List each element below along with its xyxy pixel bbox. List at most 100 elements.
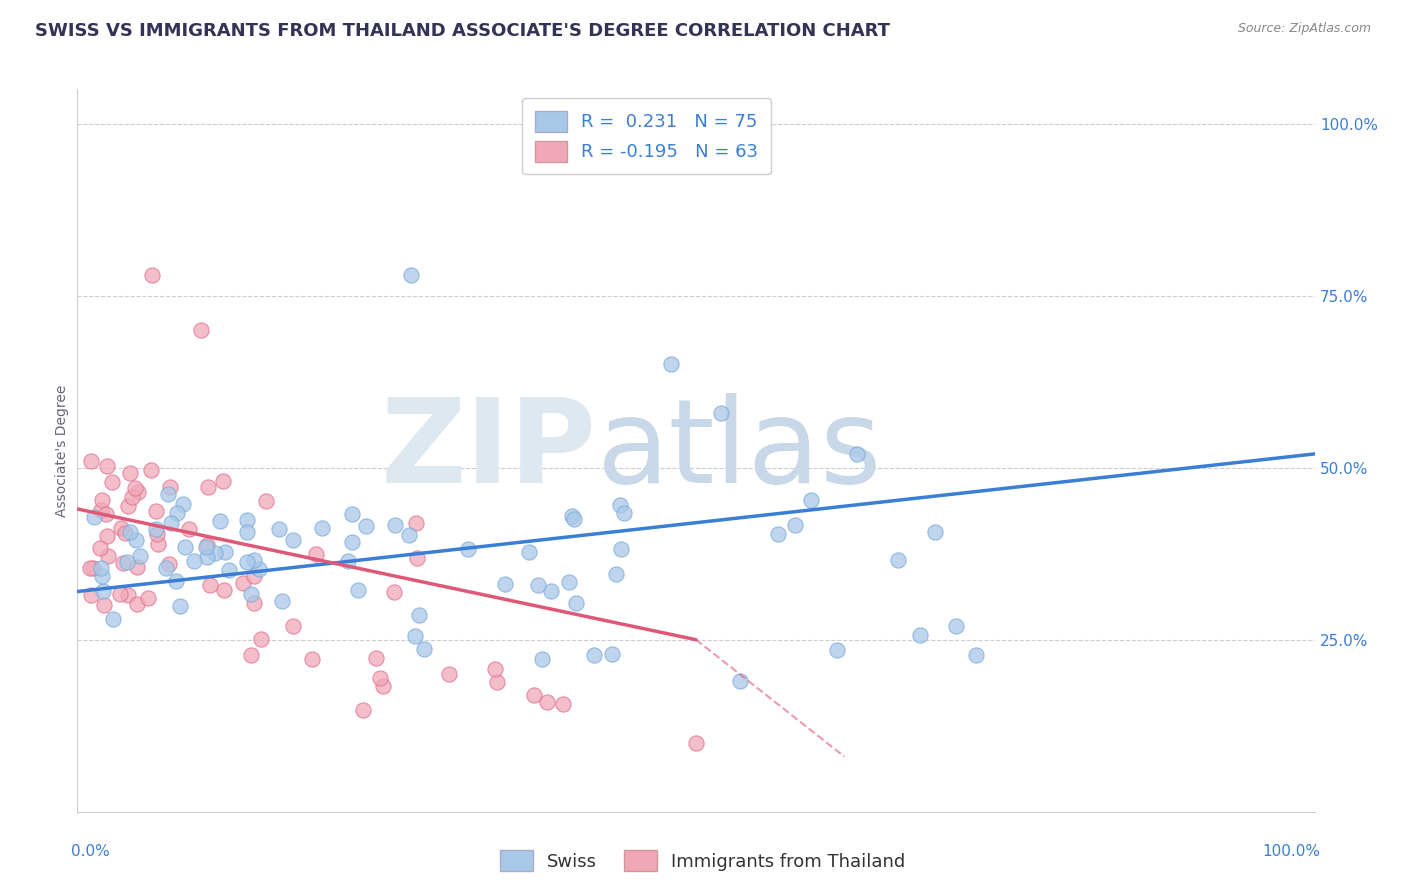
Point bbox=[531, 652, 554, 666]
Point bbox=[204, 546, 226, 560]
Point bbox=[247, 562, 270, 576]
Point bbox=[83, 510, 105, 524]
Point bbox=[527, 578, 550, 592]
Point bbox=[218, 564, 240, 578]
Point bbox=[90, 561, 112, 575]
Point bbox=[486, 674, 509, 689]
Text: 0.0%: 0.0% bbox=[72, 844, 110, 859]
Point bbox=[117, 499, 139, 513]
Point bbox=[127, 597, 149, 611]
Point bbox=[183, 554, 205, 568]
Point bbox=[366, 651, 388, 665]
Point bbox=[166, 506, 188, 520]
Point bbox=[413, 641, 436, 656]
Point bbox=[405, 516, 427, 530]
Point bbox=[484, 662, 506, 676]
Point bbox=[710, 406, 733, 420]
Point bbox=[249, 632, 271, 647]
Point bbox=[825, 642, 848, 657]
Point bbox=[197, 480, 219, 494]
Point bbox=[242, 596, 264, 610]
Point bbox=[141, 463, 163, 477]
Point bbox=[145, 504, 167, 518]
Point bbox=[118, 524, 141, 539]
Point bbox=[117, 589, 139, 603]
Point bbox=[159, 516, 181, 531]
Y-axis label: Associate's Degree: Associate's Degree bbox=[55, 384, 69, 516]
Point bbox=[96, 459, 118, 474]
Point bbox=[155, 561, 177, 575]
Point bbox=[125, 560, 148, 574]
Point bbox=[945, 619, 967, 633]
Point bbox=[195, 549, 218, 564]
Point bbox=[728, 674, 751, 689]
Point bbox=[236, 524, 259, 539]
Point bbox=[120, 466, 142, 480]
Point bbox=[553, 697, 575, 711]
Point bbox=[169, 599, 191, 614]
Point bbox=[173, 540, 195, 554]
Point bbox=[232, 576, 254, 591]
Point bbox=[91, 583, 114, 598]
Point bbox=[283, 533, 305, 547]
Point bbox=[124, 481, 146, 495]
Point bbox=[924, 525, 946, 540]
Point bbox=[157, 557, 180, 571]
Point bbox=[101, 475, 124, 490]
Point bbox=[172, 497, 194, 511]
Point bbox=[80, 588, 103, 602]
Point bbox=[269, 522, 291, 536]
Point bbox=[404, 629, 426, 643]
Point bbox=[146, 526, 169, 541]
Text: SWISS VS IMMIGRANTS FROM THAILAND ASSOCIATE'S DEGREE CORRELATION CHART: SWISS VS IMMIGRANTS FROM THAILAND ASSOCI… bbox=[35, 22, 890, 40]
Point bbox=[540, 583, 562, 598]
Point bbox=[110, 521, 132, 535]
Point bbox=[254, 494, 277, 508]
Point bbox=[125, 533, 148, 548]
Point bbox=[659, 358, 682, 372]
Point bbox=[101, 612, 124, 626]
Point bbox=[384, 517, 406, 532]
Point bbox=[108, 587, 131, 601]
Point bbox=[243, 553, 266, 567]
Point bbox=[214, 544, 236, 558]
Point bbox=[96, 529, 118, 543]
Text: atlas: atlas bbox=[598, 393, 883, 508]
Point bbox=[406, 550, 429, 565]
Point bbox=[368, 671, 391, 685]
Point bbox=[352, 703, 374, 717]
Legend: Swiss, Immigrants from Thailand: Swiss, Immigrants from Thailand bbox=[494, 843, 912, 879]
Point bbox=[157, 487, 180, 501]
Point bbox=[561, 508, 583, 523]
Legend: R =  0.231   N = 75, R = -0.195   N = 63: R = 0.231 N = 75, R = -0.195 N = 63 bbox=[522, 98, 770, 174]
Point bbox=[605, 567, 627, 582]
Point bbox=[212, 474, 235, 488]
Text: Source: ZipAtlas.com: Source: ZipAtlas.com bbox=[1237, 22, 1371, 36]
Point bbox=[340, 534, 363, 549]
Point bbox=[79, 561, 101, 575]
Point bbox=[194, 540, 217, 554]
Point bbox=[613, 506, 636, 520]
Point bbox=[558, 574, 581, 589]
Point bbox=[236, 555, 259, 569]
Point bbox=[371, 679, 394, 693]
Point bbox=[347, 582, 370, 597]
Point bbox=[398, 527, 420, 541]
Point bbox=[240, 587, 263, 601]
Point bbox=[845, 447, 868, 461]
Point bbox=[145, 522, 167, 536]
Point bbox=[89, 541, 111, 555]
Point bbox=[768, 527, 790, 541]
Point bbox=[127, 485, 149, 500]
Point bbox=[966, 648, 988, 663]
Point bbox=[165, 574, 187, 588]
Point bbox=[90, 503, 112, 517]
Point bbox=[382, 584, 405, 599]
Point bbox=[91, 569, 114, 583]
Point bbox=[243, 569, 266, 583]
Point bbox=[97, 549, 120, 563]
Point bbox=[115, 555, 138, 569]
Point bbox=[121, 491, 143, 505]
Point bbox=[304, 547, 326, 561]
Point bbox=[195, 538, 218, 552]
